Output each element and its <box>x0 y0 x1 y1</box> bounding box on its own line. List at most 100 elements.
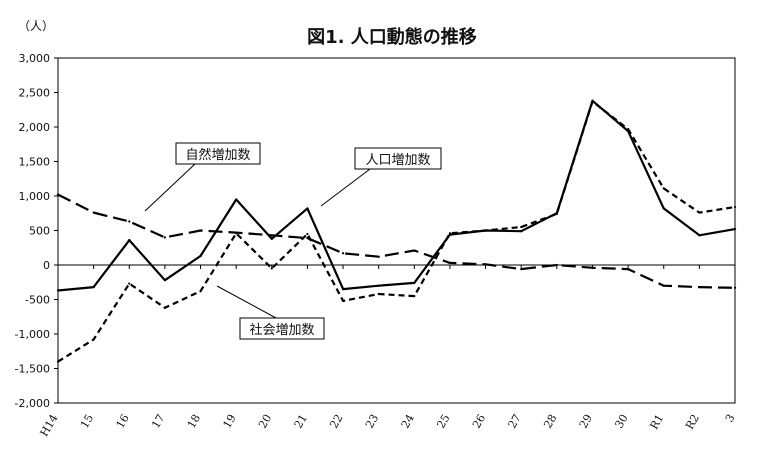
data-point-population-increase <box>306 207 309 210</box>
data-point-natural-increase <box>306 236 309 240</box>
data-point-social-increase <box>128 282 131 285</box>
plot-border <box>57 57 736 404</box>
leader-line-social-increase <box>216 285 277 319</box>
x-tick-label: 25 <box>434 412 452 431</box>
y-tick-label: 500 <box>29 225 50 238</box>
data-point-social-increase <box>448 232 452 235</box>
series-line-natural-increase <box>57 193 736 289</box>
x-axis: H14 15 16 17 18 19 20 21 22 23 24 25 26 27 28 29 30 R1 R2 3 <box>38 265 738 439</box>
leader-line-population-increase <box>320 168 371 207</box>
data-point-natural-increase <box>413 249 416 252</box>
y-tick-label: -2,000 <box>15 397 50 410</box>
data-point-social-increase <box>520 225 523 229</box>
x-tick-label: H14 <box>38 412 61 439</box>
data-point-natural-increase <box>341 252 345 255</box>
plot-frame <box>57 57 736 404</box>
data-point-population-increase <box>163 279 166 282</box>
data-point-natural-increase <box>520 268 523 271</box>
data-point-social-increase <box>662 187 665 190</box>
series-line-population-increase <box>57 99 736 292</box>
data-point-population-increase <box>698 234 701 237</box>
data-point-natural-increase <box>377 255 380 258</box>
x-tick-label: 28 <box>541 412 559 431</box>
data-point-population-increase <box>92 285 95 289</box>
callout-box-population-increase <box>354 147 442 170</box>
y-tick-label: 2,000 <box>19 121 51 134</box>
callout-label-social-increase: 社会増加数 <box>249 322 314 338</box>
series-line-social-increase <box>57 100 736 363</box>
chart-title: 図1. 人口動態の推移 <box>307 26 477 48</box>
data-point-natural-increase <box>484 263 487 266</box>
data-point-natural-increase <box>591 266 594 269</box>
data-point-population-increase <box>341 288 345 291</box>
x-tick-label: 27 <box>506 412 524 431</box>
data-point-social-increase <box>306 232 309 236</box>
data-point-population-increase <box>377 284 380 287</box>
data-point-social-increase <box>698 211 701 214</box>
y-tick-label: -500 <box>25 294 50 307</box>
y-axis-unit-label: （人） <box>18 19 54 33</box>
watermark: 搜狐号 @日本通 <box>618 432 732 447</box>
data-point-social-increase <box>341 299 345 302</box>
data-point-social-increase <box>733 205 737 209</box>
callout-box-social-increase <box>239 317 325 340</box>
x-tick-label: 3 <box>723 412 738 425</box>
x-tick-label: 16 <box>114 412 132 431</box>
x-tick-label: 15 <box>78 412 96 431</box>
data-point-social-increase <box>163 306 166 309</box>
callout-label-natural-increase: 自然増加数 <box>185 147 250 163</box>
y-tick-label: 1,500 <box>19 156 51 169</box>
x-tick-label: 21 <box>292 412 310 431</box>
y-axis: -2,000 -1,500 -1,000 -500 0 500 1,000 1,500 2,00… <box>15 52 58 410</box>
y-tick-label: 1,000 <box>19 190 51 203</box>
callout-natural-increase: 自然増加数 <box>144 142 261 212</box>
data-point-population-increase <box>235 198 238 201</box>
callout-box-natural-increase <box>175 142 261 165</box>
data-point-social-increase <box>413 294 416 298</box>
callout-label-population-increase: 人口増加数 <box>365 153 430 168</box>
x-tick-label: 17 <box>149 412 167 431</box>
y-tick-label: -1,000 <box>15 328 50 341</box>
x-tick-label: 29 <box>577 412 595 431</box>
x-tick-label: 19 <box>220 412 238 431</box>
x-tick-label: 23 <box>363 412 381 431</box>
data-point-natural-increase <box>733 286 737 289</box>
data-point-natural-increase <box>92 211 95 214</box>
series-layer <box>56 99 737 363</box>
y-tick-label: 0 <box>43 259 50 272</box>
callout-social-increase: 社会増加数 <box>216 285 325 340</box>
data-point-natural-increase <box>235 231 238 234</box>
x-tick-label: 22 <box>327 412 345 431</box>
data-point-natural-increase <box>163 236 166 239</box>
data-point-population-increase <box>733 228 737 231</box>
data-point-social-increase <box>555 212 558 216</box>
data-point-population-increase <box>520 230 523 233</box>
data-point-social-increase <box>199 290 202 293</box>
leader-line-natural-increase <box>144 163 196 212</box>
data-point-natural-increase <box>448 261 452 265</box>
callout-population-increase: 人口増加数 <box>320 147 442 207</box>
watermark-account: @日本通 <box>680 432 732 447</box>
data-point-social-increase <box>627 127 630 131</box>
data-point-social-increase <box>377 292 380 296</box>
data-point-natural-increase <box>662 284 665 287</box>
x-tick-label: 26 <box>470 412 488 431</box>
data-point-natural-increase <box>555 263 558 267</box>
data-point-natural-increase <box>56 193 60 196</box>
data-point-natural-increase <box>199 229 202 232</box>
data-point-natural-increase <box>627 268 630 271</box>
x-tick-label: R2 <box>683 412 702 432</box>
x-tick-label: 18 <box>185 412 203 431</box>
data-point-social-increase <box>56 360 60 363</box>
y-tick-label: -1,500 <box>15 363 50 376</box>
y-tick-label: 2,500 <box>19 87 51 100</box>
x-tick-label: R1 <box>647 412 666 432</box>
data-point-social-increase <box>591 100 594 103</box>
data-point-population-increase <box>128 239 131 242</box>
data-point-social-increase <box>270 267 273 270</box>
data-point-population-increase <box>199 254 202 258</box>
data-point-natural-increase <box>270 234 273 237</box>
x-tick-label: 30 <box>612 412 630 431</box>
data-point-natural-increase <box>128 220 131 223</box>
